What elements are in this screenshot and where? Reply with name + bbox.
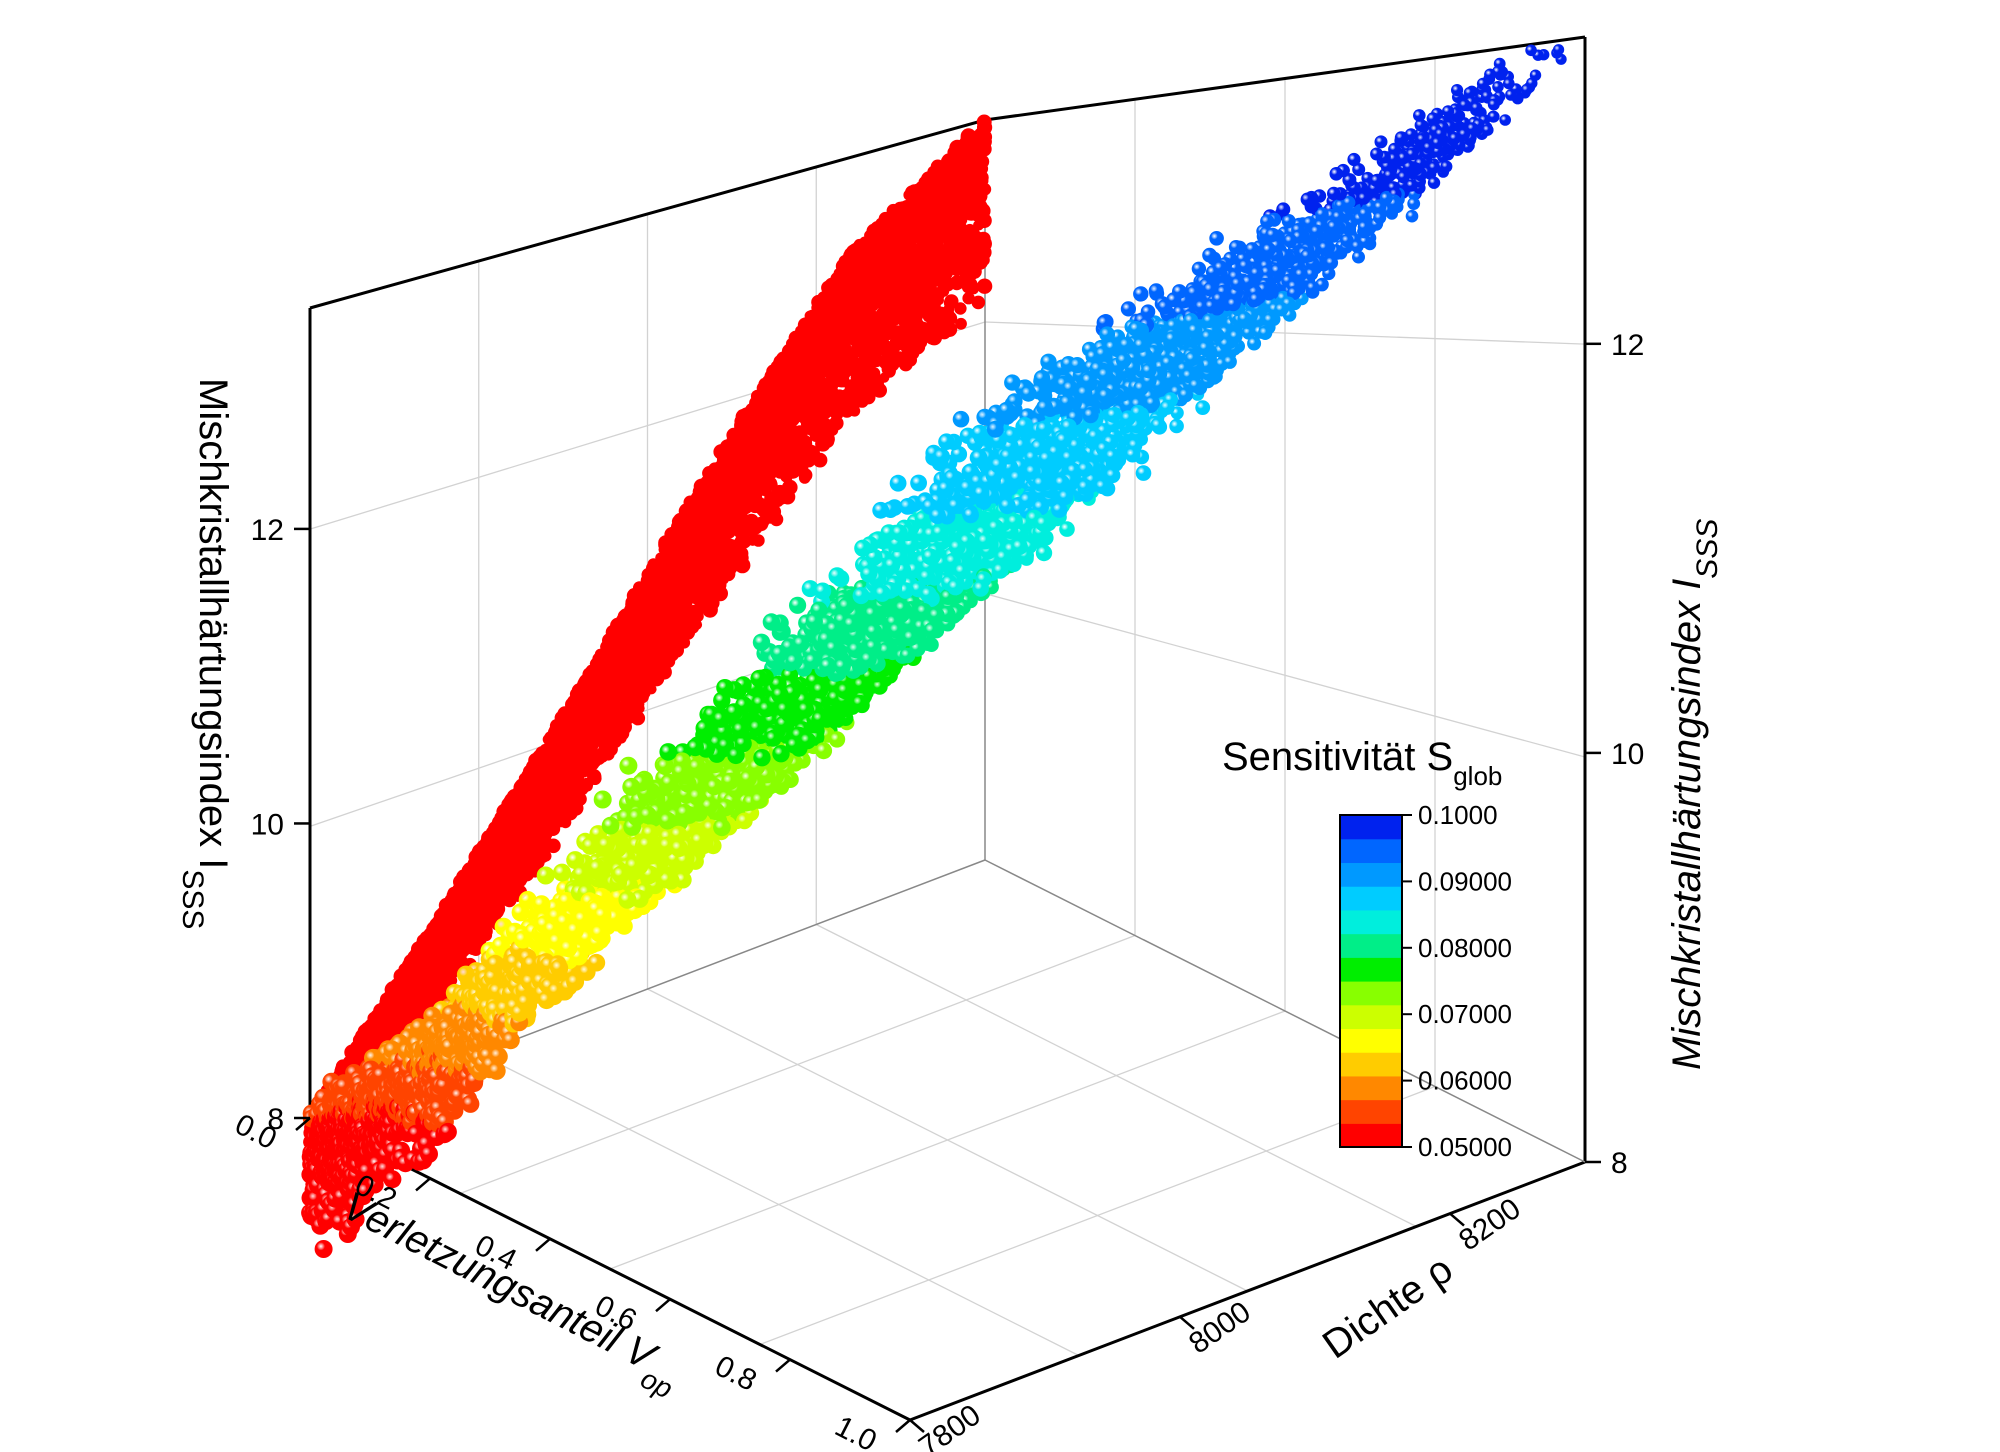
red-projection-point xyxy=(976,278,993,294)
red-projection-point xyxy=(862,353,879,370)
red-projection-point xyxy=(634,677,646,688)
red-projection-point xyxy=(891,339,904,351)
red-projection-point xyxy=(909,338,926,355)
red-projection-point xyxy=(772,425,785,437)
red-projection-point xyxy=(595,709,608,722)
red-projection-point xyxy=(923,289,940,306)
red-projection-point xyxy=(641,641,653,653)
red-projection-point xyxy=(526,835,541,851)
red-projection-point xyxy=(923,304,937,318)
red-projection-point xyxy=(955,317,967,330)
red-projection-point xyxy=(950,275,965,290)
red-projection-point xyxy=(977,119,993,135)
red-projection-point xyxy=(802,454,814,467)
red-projection-point xyxy=(612,721,627,737)
red-projection-point xyxy=(684,527,695,538)
red-projection-point xyxy=(517,861,534,877)
red-projection-point xyxy=(734,553,746,565)
red-projection-point xyxy=(611,621,624,634)
red-projection-point xyxy=(632,686,648,703)
red-projection-point xyxy=(671,533,682,544)
red-projection-point xyxy=(891,354,905,367)
red-projection-point xyxy=(882,273,894,285)
red-projection-point xyxy=(878,328,893,342)
red-projection-point xyxy=(919,242,932,256)
red-projection-point xyxy=(969,230,983,244)
red-projection-point xyxy=(929,267,942,280)
red-projection-point xyxy=(769,387,782,400)
red-projection-point xyxy=(770,486,787,503)
red-projection-point xyxy=(724,465,736,477)
red-projection-point xyxy=(693,526,710,543)
red-projection-point xyxy=(968,284,979,295)
red-projection-point xyxy=(828,377,840,389)
red-projection-point xyxy=(437,956,452,971)
red-projection-point xyxy=(844,385,860,402)
red-projection-point xyxy=(971,295,986,310)
red-projection-point xyxy=(619,676,631,688)
red-projection-point xyxy=(680,624,696,640)
red-projection-point xyxy=(876,311,888,323)
red-projection-point xyxy=(689,611,702,624)
red-projection-point xyxy=(491,826,505,840)
red-projection-point xyxy=(812,452,828,468)
red-projection-series xyxy=(302,114,993,1190)
red-projection-point xyxy=(798,472,811,484)
red-projection-point xyxy=(546,823,557,835)
red-projection-point xyxy=(937,325,952,340)
red-projection-point xyxy=(665,542,677,553)
red-projection-point xyxy=(560,778,573,792)
red-projection-point xyxy=(954,302,967,315)
red-projection-point xyxy=(668,622,679,634)
red-projection-point xyxy=(551,731,566,746)
red-projection-point xyxy=(945,261,956,272)
red-projection-point xyxy=(671,637,684,650)
red-projection-point xyxy=(819,419,831,431)
red-projection-point xyxy=(938,285,950,297)
red-projection-point xyxy=(685,582,702,599)
red-projection-point xyxy=(567,749,581,763)
red-projection-point xyxy=(559,816,572,829)
red-projection-point xyxy=(973,219,984,231)
red-projection-point xyxy=(898,250,912,264)
red-projection-point xyxy=(405,966,417,978)
red-projection-point xyxy=(846,323,863,339)
red-projection-point xyxy=(806,424,818,436)
red-projection-point xyxy=(845,306,857,319)
red-projection-point xyxy=(960,193,974,208)
red-projection-point xyxy=(799,365,812,378)
red-projection-point xyxy=(928,321,940,333)
red-projection-point xyxy=(582,739,598,756)
red-projection-point xyxy=(609,708,620,719)
red-projection-point xyxy=(380,996,395,1011)
red-projection-point xyxy=(663,651,677,664)
red-projection-point xyxy=(869,230,880,241)
red-projection-point xyxy=(659,611,673,625)
red-projection-point xyxy=(763,412,776,424)
red-projection-point xyxy=(619,702,632,714)
red-projection-point xyxy=(861,244,875,259)
red-projection-point xyxy=(702,594,714,606)
red-projection-point xyxy=(747,535,758,546)
red-projection-point xyxy=(603,635,614,646)
red-projection-point xyxy=(930,182,944,196)
red-projection-point xyxy=(745,423,757,436)
red-projection-point xyxy=(954,168,965,179)
red-projection-point xyxy=(927,165,939,178)
red-projection-point xyxy=(913,304,926,316)
red-projection-point xyxy=(718,530,729,541)
red-projection-point xyxy=(957,206,969,218)
red-projection-point xyxy=(968,242,983,256)
red-projection-point xyxy=(664,599,676,612)
red-projection-point xyxy=(863,371,879,387)
